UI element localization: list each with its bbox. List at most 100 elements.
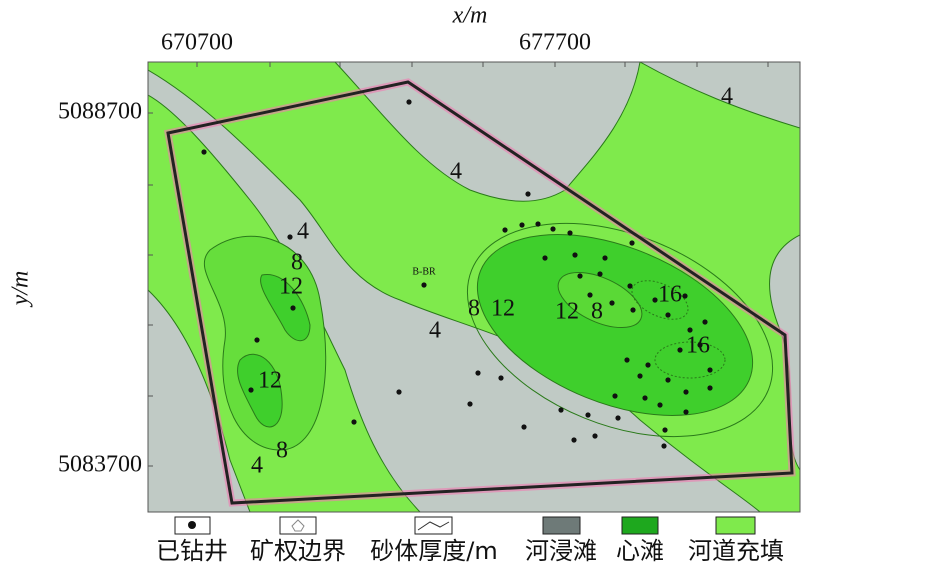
well	[201, 149, 207, 155]
well	[587, 292, 593, 298]
well	[642, 395, 648, 401]
well	[697, 342, 703, 348]
well	[624, 357, 630, 363]
contour-label: 8	[591, 299, 603, 325]
legend-swatch	[279, 516, 317, 535]
well	[677, 347, 683, 353]
well	[248, 387, 254, 393]
well	[558, 407, 564, 413]
well	[550, 226, 556, 232]
y-tick-label: 5088700	[58, 99, 142, 125]
contour-8	[203, 235, 327, 451]
frame	[147, 61, 801, 513]
contour-label: 4	[429, 318, 441, 344]
contour-label: 12	[279, 274, 303, 300]
well	[498, 375, 504, 381]
well	[657, 402, 663, 408]
well	[645, 362, 651, 368]
well	[652, 297, 658, 303]
legend-label: 已钻井	[156, 537, 228, 565]
y-tick-label: 5083700	[58, 452, 142, 478]
contour-label: 8	[291, 250, 303, 276]
contour-16	[631, 280, 689, 320]
well	[683, 409, 689, 415]
well	[290, 305, 296, 311]
well	[629, 240, 635, 246]
contour-label: 16	[658, 282, 682, 308]
contour-label: 4	[251, 453, 263, 479]
legend-swatch	[715, 516, 756, 535]
contour-label: 4	[297, 219, 309, 245]
contour-4	[466, 222, 774, 438]
legend-label: 河道充填	[688, 537, 784, 565]
well	[612, 393, 618, 399]
wells	[201, 99, 713, 449]
bar-core	[237, 353, 283, 428]
license-boundary	[166, 80, 794, 505]
well	[421, 282, 427, 288]
well	[597, 271, 603, 277]
contour-label: 8	[276, 438, 288, 464]
well	[683, 389, 689, 395]
legend-label: 心滩	[616, 537, 664, 565]
x-tick-label: 670700	[161, 30, 233, 56]
legend: 已钻井 矿权边界 砂体厚度/m 河浸滩 心滩 河道充填	[156, 516, 784, 565]
well	[542, 255, 548, 261]
well	[682, 293, 688, 299]
contour-label: 8	[468, 296, 480, 322]
well-label: B-BR	[412, 266, 436, 277]
contour-label: 12	[258, 368, 282, 394]
well	[615, 415, 621, 421]
well	[571, 437, 577, 443]
well	[521, 424, 527, 430]
well	[627, 283, 633, 289]
legend-label: 河浸滩	[525, 537, 597, 565]
legend-label: 矿权边界	[250, 537, 346, 565]
well	[687, 327, 693, 333]
well	[567, 230, 573, 236]
contour-label: 12	[491, 296, 515, 322]
contour-16	[654, 341, 726, 379]
well	[630, 307, 636, 313]
well	[525, 191, 531, 197]
legend-symbol	[417, 521, 450, 531]
contour-label: 4	[450, 159, 462, 185]
well	[254, 337, 260, 343]
well	[577, 273, 583, 279]
well	[662, 427, 668, 433]
well	[665, 377, 671, 383]
well	[406, 99, 412, 105]
well	[572, 252, 578, 258]
legend-swatch	[414, 516, 453, 535]
bar-core	[260, 274, 311, 342]
legend-symbol	[291, 519, 305, 532]
contour-label: 16	[686, 333, 710, 359]
x-tick-label: 677700	[519, 30, 591, 56]
well	[396, 389, 402, 395]
well	[502, 227, 508, 233]
legend-label: 砂体厚度/m	[370, 537, 497, 565]
well	[707, 367, 713, 373]
contour-label: 4	[721, 84, 733, 110]
well	[609, 300, 615, 306]
well	[475, 370, 481, 376]
well	[585, 412, 591, 418]
well	[592, 433, 598, 439]
legend-swatch	[621, 516, 659, 535]
well	[707, 385, 713, 391]
well	[602, 255, 608, 261]
legend-symbol	[188, 521, 196, 529]
well	[351, 419, 357, 425]
legend-swatch	[542, 516, 581, 535]
well	[637, 373, 643, 379]
well	[702, 319, 708, 325]
contour-label: 12	[555, 299, 579, 325]
well	[519, 222, 525, 228]
well	[661, 443, 667, 449]
contour-12	[557, 271, 643, 329]
well	[287, 234, 293, 240]
y-axis-label: y/m	[8, 271, 34, 308]
